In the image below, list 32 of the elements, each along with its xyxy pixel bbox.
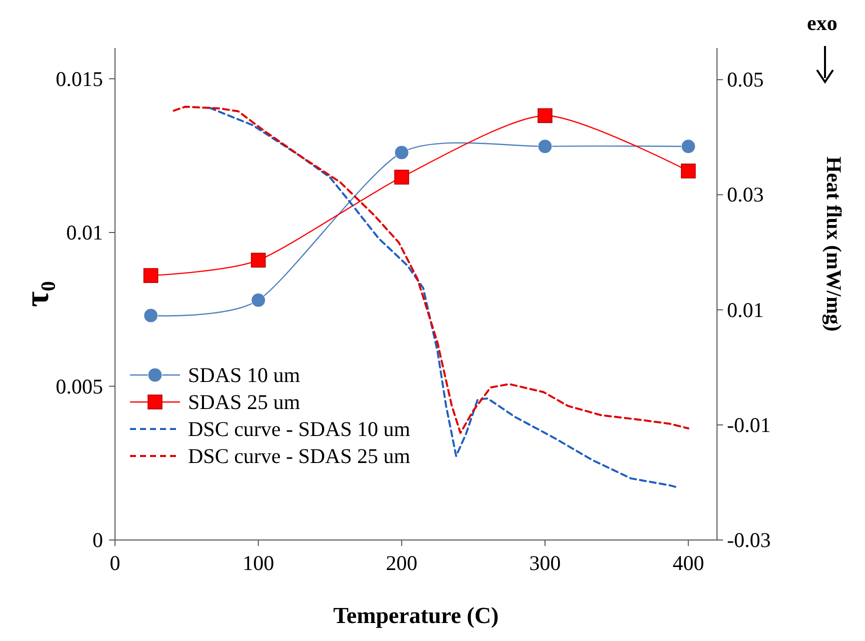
x-tick-label: 100 <box>242 551 274 575</box>
y2-tick-label: 0.03 <box>727 182 764 207</box>
y2-tick-label: -0.03 <box>727 528 771 552</box>
x-tick-label: 0 <box>110 551 120 575</box>
y-tick-label: 0.015 <box>56 66 103 91</box>
legend-label: DSC curve - SDAS 25 um <box>188 444 410 468</box>
point <box>538 108 552 124</box>
point <box>394 170 410 185</box>
point <box>394 145 409 160</box>
point <box>251 292 266 308</box>
point <box>681 139 696 154</box>
x-tick-label: 300 <box>529 551 561 575</box>
point <box>680 164 696 178</box>
legend-label: DSC curve - SDAS 10 um <box>188 417 410 441</box>
text: exo <box>807 11 838 35</box>
point <box>250 252 266 268</box>
point <box>538 139 552 154</box>
y-axis-title: τ₀ <box>19 281 56 307</box>
y2-tick-label: -0.01 <box>727 412 771 437</box>
point <box>143 268 158 283</box>
legend-label: SDAS 25 um <box>188 390 300 414</box>
legend-label: SDAS 10 um <box>188 363 300 387</box>
y2-tick-label: 0.01 <box>727 298 764 322</box>
y-tick-label: 0 <box>92 528 103 552</box>
x-tick-label: 400 <box>672 551 704 575</box>
y2-axis-title: Heat flux (mW/mg) <box>822 156 846 332</box>
y-tick-label: 0.005 <box>56 374 103 398</box>
point <box>144 308 158 323</box>
y-tick-label: 0.01 <box>66 220 103 244</box>
x-tick-label: 200 <box>386 551 418 575</box>
x-axis-title: Temperature (C) <box>333 603 499 628</box>
y2-tick-label: 0.05 <box>727 68 764 92</box>
